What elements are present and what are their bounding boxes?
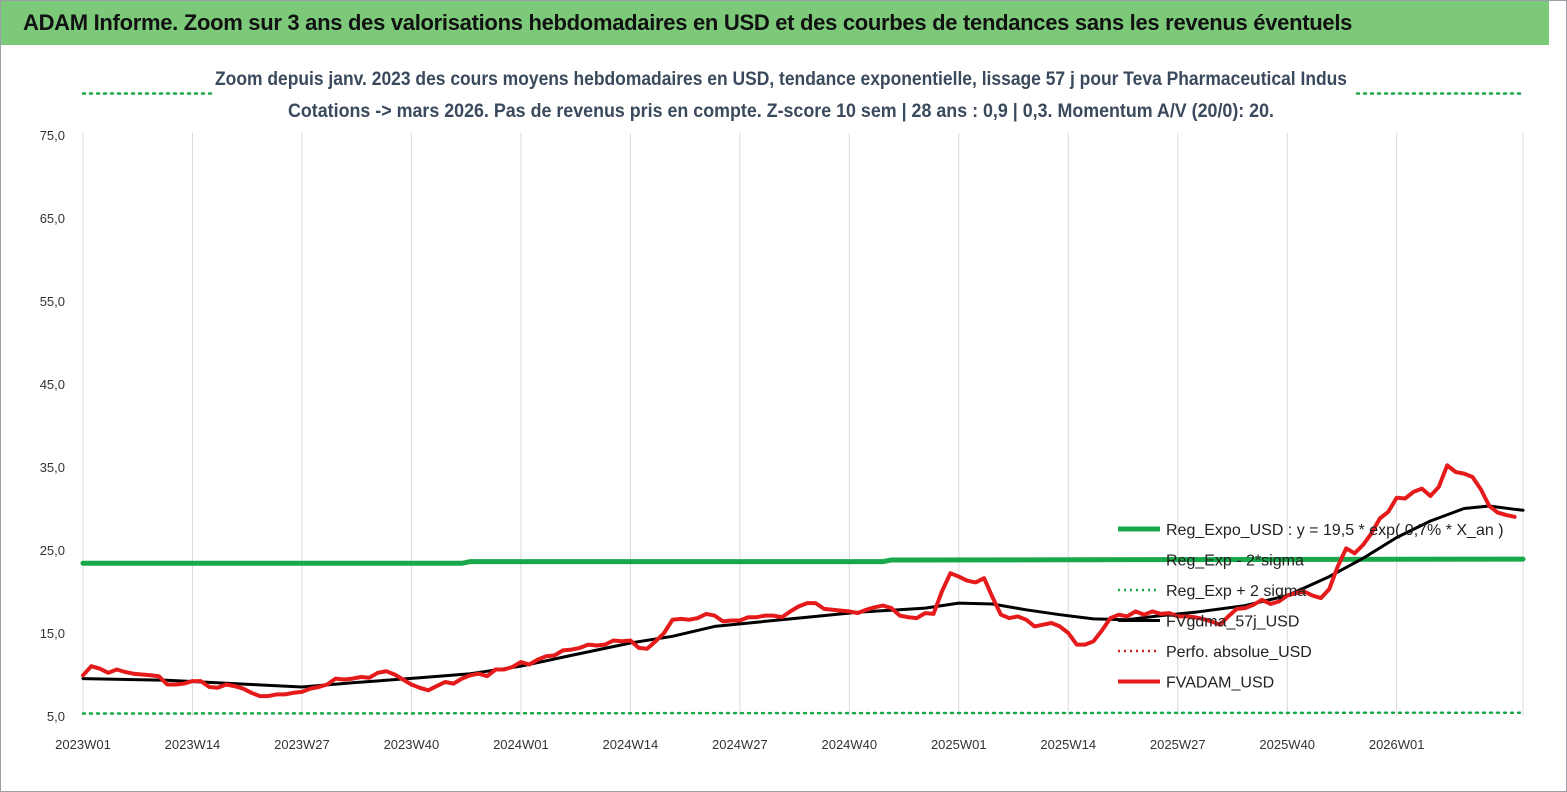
series-line-3: [81, 504, 1525, 689]
subtitle-background: [213, 61, 1353, 127]
legend-label-1: Reg_Exp - 2*sigma: [1166, 553, 1304, 570]
x-tick-label-1: 2023W14: [165, 737, 221, 752]
y-tick-label-5: 55,0: [40, 294, 65, 309]
banner-title: ADAM Informe. Zoom sur 3 ans des valoris…: [1, 1, 1549, 45]
chart-subtitle-line-2: Cotations -> mars 2026. Pas de revenus p…: [288, 101, 1274, 122]
y-tick-label-1: 15,0: [40, 626, 65, 641]
x-tick-label-12: 2026W01: [1369, 737, 1425, 752]
legend-label-5: FVADAM_USD: [1166, 675, 1274, 692]
series-line-0: [80, 556, 1526, 566]
x-axis-ticks: 2023W01 2023W14 2023W27 2023W40 2024W01 2024W…: [55, 737, 1424, 752]
y-tick-label-7: 75,0: [40, 128, 65, 143]
x-tick-label-6: 2024W27: [712, 737, 768, 752]
plot-background: [1, 45, 1549, 791]
x-tick-label-8: 2025W01: [931, 737, 987, 752]
x-tick-label-9: 2025W14: [1040, 737, 1096, 752]
y-axis-ticks: 5,0 15,0 25,0 35,0 45,0 55,0 65,0 75,0: [40, 128, 65, 724]
x-tick-label-10: 2025W27: [1150, 737, 1206, 752]
legend-label-2: Reg_Exp + 2 sigma: [1166, 583, 1306, 600]
legend: Reg_Expo_USD : y = 19,5 * exp( 0,7% * X_…: [1118, 522, 1504, 692]
x-tick-label-3: 2023W40: [384, 737, 440, 752]
vertical-gridlines: [82, 133, 1524, 716]
x-tick-label-0: 2023W01: [55, 737, 111, 752]
x-tick-label-5: 2024W14: [603, 737, 659, 752]
y-tick-label-2: 25,0: [40, 543, 65, 558]
y-tick-label-6: 65,0: [40, 211, 65, 226]
y-tick-label-4: 45,0: [40, 377, 65, 392]
series-line-5: [81, 463, 1517, 699]
y-tick-label-3: 35,0: [40, 460, 65, 475]
x-tick-label-11: 2025W40: [1259, 737, 1315, 752]
x-tick-label-4: 2024W01: [493, 737, 549, 752]
series-line-1: [81, 711, 1525, 715]
legend-label-3: FVgdma_57j_USD: [1166, 614, 1299, 631]
chart-subtitle-line-1: Zoom depuis janv. 2023 des cours moyens …: [215, 69, 1347, 90]
x-tick-label-2: 2023W27: [274, 737, 330, 752]
y-tick-label-0: 5,0: [47, 709, 65, 724]
legend-label-0: Reg_Expo_USD : y = 19,5 * exp( 0,7% * X_…: [1166, 522, 1504, 539]
x-tick-label-7: 2024W40: [821, 737, 877, 752]
legend-label-4: Perfo. absolue_USD: [1166, 644, 1312, 661]
right-margin: [1549, 1, 1566, 791]
